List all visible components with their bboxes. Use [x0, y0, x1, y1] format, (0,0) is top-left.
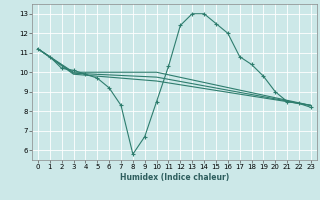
X-axis label: Humidex (Indice chaleur): Humidex (Indice chaleur) — [120, 173, 229, 182]
